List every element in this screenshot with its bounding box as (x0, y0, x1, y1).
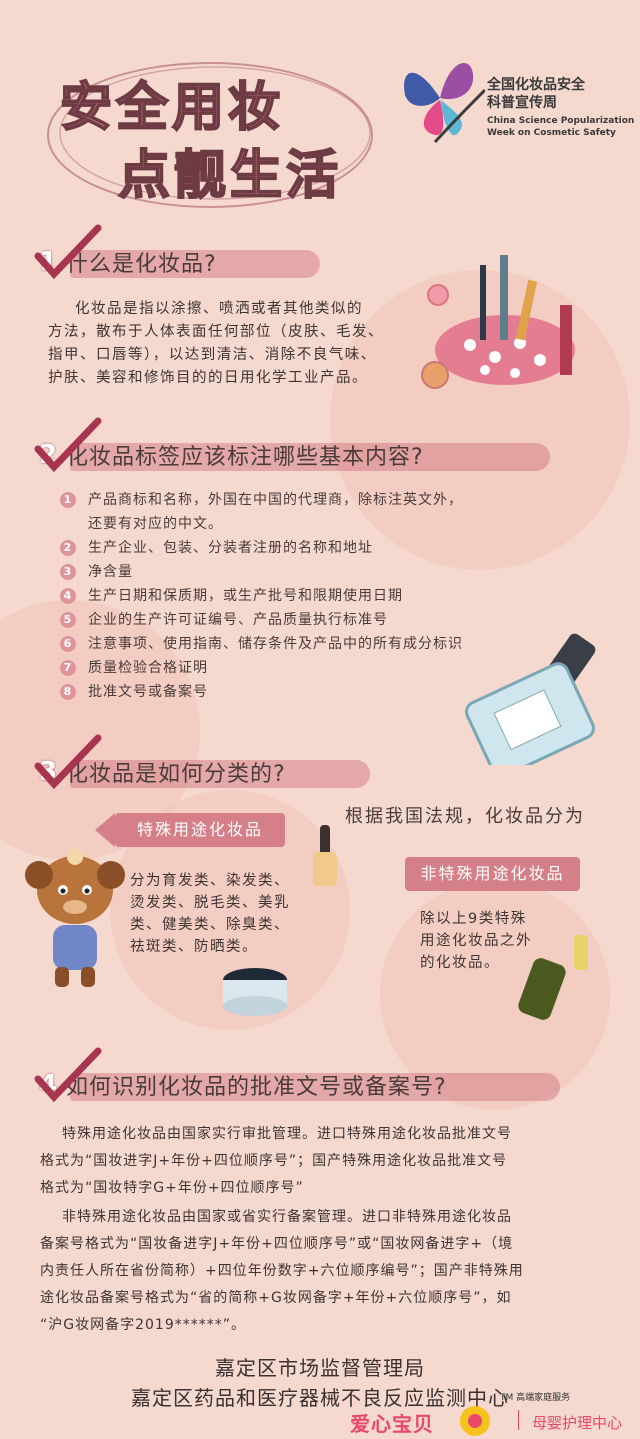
section4-para2-line1: 非特殊用途化妆品由国家或省实行备案管理。进口非特殊用途化妆品 (62, 1209, 512, 1225)
list-item-text: 还要有对应的中文。 (88, 516, 223, 532)
serum-bottle-icon (518, 935, 588, 1020)
section1-line-1: 化妆品是指以涂擦、喷洒或者其他类似的 (75, 301, 363, 317)
footer-org-1: 嘉定区市场监督管理局 (215, 1356, 425, 1380)
list-item-text: 净含量 (88, 564, 133, 580)
section-band (70, 1073, 560, 1101)
event-logo: 全国化妆品安全 科普宣传周 China Science Popularizati… (395, 50, 635, 150)
classification-intro: 根据我国法规，化妆品分为 (345, 806, 585, 827)
list-item-text: 质量检验合格证明 (88, 660, 208, 676)
list-item-number: 1 (60, 492, 76, 508)
nonspecial-line-2: 用途化妆品之外 (420, 933, 532, 949)
title-line-1: 安全用妆 (59, 77, 285, 139)
logo-cn-line2: 科普宣传周 (487, 95, 557, 111)
check-mark-icon (34, 734, 102, 790)
section1-line-2: 方法，散布于人体表面任何部位（皮肤、毛发、 (48, 324, 384, 340)
check-mark-icon (34, 224, 102, 280)
label-content-list: 1 产品商标和名称，外国在中国的代理商，除标注英文外， 还要有对应的中文。 2 生… (60, 488, 580, 704)
list-item-number: 2 (60, 540, 76, 556)
section1-header: 1 什么是化妆品? (30, 224, 320, 282)
list-item: 8 批准文号或备案号 (60, 680, 580, 704)
brand-tm-text: TM 高端家庭服务 (500, 1393, 571, 1403)
cosmetics-bag-illustration-icon (421, 255, 575, 389)
list-item: 1 产品商标和名称，外国在中国的代理商，除标注英文外， 还要有对应的中文。 (60, 488, 580, 536)
list-item-text: 企业的生产许可证编号、产品质量执行标准号 (88, 612, 388, 628)
list-item: 6 注意事项、使用指南、储存条件及产品中的所有成分标识 (60, 632, 580, 656)
list-item-number: 6 (60, 636, 76, 652)
perfume-bottle-illustration-icon (465, 633, 596, 765)
footer-org-2: 嘉定区药品和医疗器械不良反应监测中心 (131, 1386, 509, 1410)
section1-title: 什么是化妆品? (66, 252, 217, 277)
title-line-2: 点靓生活 (117, 145, 343, 207)
section3-title: 化妆品是如何分类的? (66, 762, 286, 787)
nonspecial-line-1: 除以上9类特殊 (420, 911, 527, 927)
list-item-text: 产品商标和名称，外国在中国的代理商，除标注英文外， (88, 492, 463, 508)
section4-para1-line3: 格式为“国妆特字G+年份+四位顺序号” (40, 1180, 304, 1196)
section4-para2-line4: 途化妆品备案号格式为“省的简称+G妆网备字+年份+六位顺序号”，如 (40, 1290, 512, 1306)
section1-line-4: 护肤、美容和修饰目的的日用化学工业产品。 (48, 370, 368, 386)
check-mark-icon (34, 417, 102, 473)
brand-right-text: 母婴护理中心 (532, 1414, 623, 1432)
list-item-text: 批准文号或备案号 (88, 684, 208, 700)
list-item-text: 注意事项、使用指南、储存条件及产品中的所有成分标识 (88, 636, 463, 652)
brand-logo-icon (460, 1406, 490, 1436)
section3-header: 3 化妆品是如何分类的? (30, 734, 370, 792)
list-item-number: 4 (60, 588, 76, 604)
divider (518, 1410, 519, 1430)
logo-en-line1: China Science Popularization (487, 116, 635, 126)
list-item-number: 5 (60, 612, 76, 628)
section2-title: 化妆品标签应该标注哪些基本内容? (66, 445, 424, 470)
special-line-1: 分为育发类、染发类、 (130, 873, 290, 889)
ribbon-tail (95, 813, 115, 847)
list-item-text: 生产企业、包装、分装者注册的名称和地址 (88, 540, 373, 556)
nonspecial-category-label: 非特殊用途化妆品 (405, 857, 580, 891)
decor-blob (380, 880, 610, 1110)
special-line-3: 类、健美类、除臭类、 (130, 917, 290, 933)
section4-header: 4 如何识别化妆品的批准文号或备案号? (30, 1047, 560, 1105)
section4-title: 如何识别化妆品的批准文号或备案号? (66, 1075, 447, 1100)
special-category-label: 特殊用途化妆品 (115, 813, 285, 847)
list-item: 4 生产日期和保质期，或生产批号和限期使用日期 (60, 584, 580, 608)
section2-header: 2 化妆品标签应该标注哪些基本内容? (30, 417, 550, 475)
butterfly-logo-icon (404, 63, 485, 144)
title-block: 安全用妆 点靓生活 (40, 55, 380, 215)
section-band (70, 443, 550, 471)
section4-para2-line5: “沪G妆网备字2019******”。 (40, 1317, 246, 1333)
brand-watermark: 爱心宝贝 TM 高端家庭服务 母婴护理中心 (350, 1393, 640, 1438)
special-line-4: 祛斑类、防晒类。 (130, 939, 258, 955)
section4-para2-line3: 内责任人所在省份简称）+四位年份数字+六位顺序编号”；国产非特殊用 (40, 1263, 524, 1279)
section-band (70, 760, 370, 788)
section4-para1-line2: 格式为“国妆进字J+年份+四位顺序号”；国产特殊用途化妆品批准文号 (40, 1153, 508, 1169)
list-item-text: 生产日期和保质期，或生产批号和限期使用日期 (88, 588, 403, 604)
list-item-number: 3 (60, 564, 76, 580)
list-item: 7 质量检验合格证明 (60, 656, 580, 680)
check-mark-icon (34, 1047, 102, 1103)
logo-cn-line1: 全国化妆品安全 (487, 77, 585, 93)
mascot-illustration-icon (25, 849, 125, 987)
section1-line-3: 指甲、口唇等），以达到清洁、消除不良气味、 (48, 347, 377, 363)
logo-en-line2: Week on Cosmetic Safety (487, 128, 616, 138)
list-item: 2 生产企业、包装、分装者注册的名称和地址 (60, 536, 580, 560)
section4-para2-line2: 备案号格式为“国妆备进字J+年份+四位顺序号”或“国妆网备进字+（境 (40, 1236, 514, 1252)
section4-para1-line1: 特殊用途化妆品由国家实行审批管理。进口特殊用途化妆品批准文号 (62, 1126, 512, 1142)
list-item: 3 净含量 (60, 560, 580, 584)
cream-jar-dropper-icon (223, 825, 337, 1016)
special-line-2: 烫发类、脱毛类、美乳 (130, 895, 290, 911)
scribble-circle-icon (47, 62, 373, 208)
list-item: 5 企业的生产许可证编号、产品质量执行标准号 (60, 608, 580, 632)
brand-left-text: 爱心宝贝 (350, 1412, 434, 1436)
list-item-number: 8 (60, 684, 76, 700)
nonspecial-line-3: 的化妆品。 (420, 955, 500, 971)
section-band (70, 250, 320, 278)
list-item-number: 7 (60, 660, 76, 676)
